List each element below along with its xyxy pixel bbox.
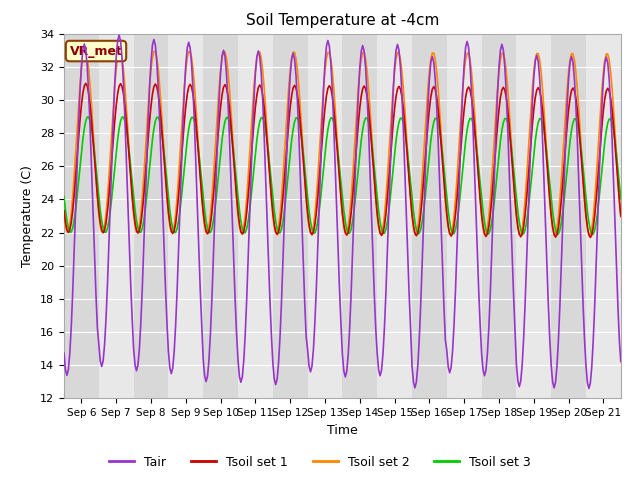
Tsoil set 2 [60,211,68,216]
X-axis label: Time: Time [327,424,358,437]
Bar [377,34,412,398]
Tsoil set 2 [356,68,364,73]
Bar [551,34,586,398]
Y-axis label: Temperature (C): Temperature (C) [22,165,35,267]
Tsoil set 3 [73,194,81,200]
Bar [273,34,308,398]
Bar [516,34,551,398]
Tsoil set 2 [81,48,88,54]
Bar [586,34,621,398]
Bar [482,34,516,398]
Tsoil set 1 [82,81,90,86]
Tsoil set 2 [291,49,298,55]
Tsoil set 2 [431,56,439,62]
Tsoil set 1 [60,208,68,214]
Line: Tsoil set 1: Tsoil set 1 [64,84,621,238]
Tair [449,348,456,353]
Bar [134,34,168,398]
Tair [617,359,625,364]
Tsoil set 3 [617,196,625,202]
Line: Tair: Tair [64,35,621,388]
Tair [109,115,117,121]
Tair [115,32,123,38]
Tsoil set 1 [586,235,594,240]
Tair [356,65,364,71]
Tsoil set 1 [356,105,364,111]
Text: VR_met: VR_met [70,45,122,58]
Tsoil set 1 [291,83,298,88]
Bar [342,34,377,398]
Tsoil set 1 [449,231,456,237]
Tair [73,164,81,169]
Tsoil set 3 [449,230,456,236]
Tsoil set 3 [60,194,68,200]
Tsoil set 2 [449,225,456,231]
Bar [168,34,204,398]
Bar [447,34,481,398]
Tsoil set 2 [617,214,625,220]
Tair [431,76,439,82]
Tair [291,56,298,62]
Tsoil set 1 [431,86,439,92]
Tsoil set 2 [586,232,594,238]
Tsoil set 3 [111,164,118,170]
Tsoil set 3 [291,119,298,125]
Tsoil set 2 [111,83,118,89]
Bar [238,34,273,398]
Bar [64,34,99,398]
Legend: Tair, Tsoil set 1, Tsoil set 2, Tsoil set 3: Tair, Tsoil set 1, Tsoil set 2, Tsoil se… [104,451,536,474]
Tsoil set 2 [73,127,81,132]
Tsoil set 1 [73,155,81,161]
Bar [412,34,447,398]
Tsoil set 3 [83,114,91,120]
Tsoil set 1 [111,118,118,124]
Bar [99,34,134,398]
Bar [204,34,238,398]
Line: Tsoil set 3: Tsoil set 3 [64,117,621,234]
Tsoil set 3 [589,231,597,237]
Title: Soil Temperature at -4cm: Soil Temperature at -4cm [246,13,439,28]
Tsoil set 3 [431,116,439,121]
Tsoil set 1 [617,213,625,219]
Bar [308,34,342,398]
Line: Tsoil set 2: Tsoil set 2 [64,51,621,235]
Tsoil set 3 [356,151,364,156]
Tair [60,350,68,356]
Tair [585,385,593,391]
